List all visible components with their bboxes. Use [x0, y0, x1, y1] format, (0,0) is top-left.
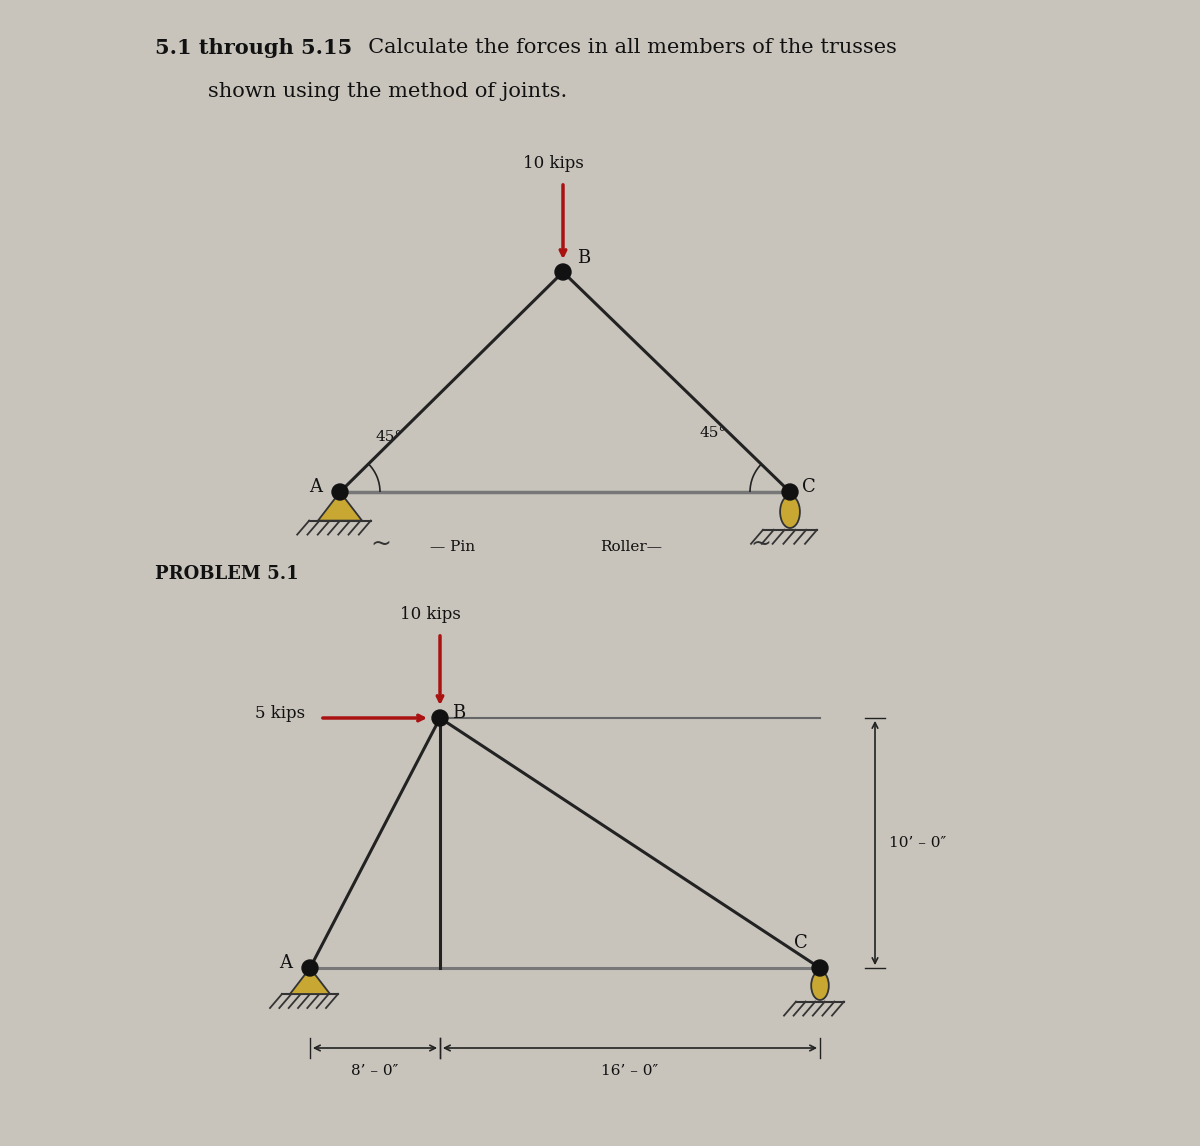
Text: 5.1 through 5.15: 5.1 through 5.15 [155, 38, 353, 58]
Text: 10 kips: 10 kips [522, 155, 583, 172]
Circle shape [332, 484, 348, 500]
Text: PROBLEM 5.1: PROBLEM 5.1 [155, 565, 299, 583]
Text: 10’ – 0″: 10’ – 0″ [889, 835, 947, 850]
Text: 10 kips: 10 kips [400, 606, 461, 623]
Text: A: A [310, 478, 322, 496]
Text: C: C [802, 478, 816, 496]
Text: 45°: 45° [374, 430, 402, 444]
Text: 5 kips: 5 kips [254, 705, 305, 722]
Circle shape [812, 960, 828, 976]
Text: ~: ~ [370, 532, 391, 556]
Text: 16’ – 0″: 16’ – 0″ [601, 1063, 659, 1078]
Text: B: B [452, 704, 466, 722]
Circle shape [782, 484, 798, 500]
Polygon shape [290, 968, 330, 994]
Ellipse shape [780, 495, 800, 528]
Text: B: B [577, 249, 590, 267]
Circle shape [302, 960, 318, 976]
Circle shape [554, 264, 571, 280]
Text: — Pin: — Pin [430, 540, 475, 554]
Text: Calculate the forces in all members of the trusses: Calculate the forces in all members of t… [355, 38, 896, 57]
Ellipse shape [811, 971, 829, 1000]
Text: 45°: 45° [700, 426, 727, 440]
Text: ~: ~ [750, 532, 772, 556]
Text: Roller—: Roller— [600, 540, 662, 554]
Polygon shape [318, 492, 362, 520]
Circle shape [432, 711, 448, 727]
Text: C: C [794, 934, 808, 952]
Text: 8’ – 0″: 8’ – 0″ [352, 1063, 398, 1078]
Text: A: A [278, 953, 292, 972]
Text: shown using the method of joints.: shown using the method of joints. [155, 83, 568, 101]
